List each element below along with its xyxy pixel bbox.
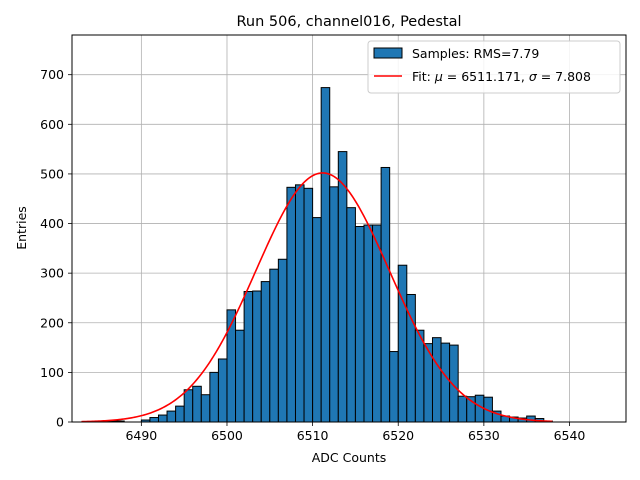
legend-fit-label: Fit: μ = 6511.171, σ = 7.808 xyxy=(412,69,591,84)
y-tick-label: 700 xyxy=(40,67,64,82)
y-axis-ticks: 0 100 200 300 400 500 600 700 xyxy=(40,67,72,430)
histogram-bar xyxy=(414,329,425,423)
legend-histogram-label: Samples: RMS=7.79 xyxy=(412,46,539,61)
legend-fit-prefix: Fit: xyxy=(412,69,435,84)
y-axis-label: Entries xyxy=(14,206,29,250)
histogram-bar xyxy=(440,342,451,423)
chart-title: Run 506, channel016, Pedestal xyxy=(236,14,461,30)
histogram-bar xyxy=(260,281,271,423)
y-tick-label: 200 xyxy=(40,315,64,330)
histogram-bar xyxy=(209,371,219,423)
x-tick-label: 6490 xyxy=(125,428,157,443)
histogram-bar xyxy=(175,405,185,423)
histogram-bar xyxy=(389,351,399,423)
fit-curve xyxy=(81,172,553,423)
histogram-bar xyxy=(252,290,262,423)
y-tick-label: 600 xyxy=(40,117,64,132)
histogram-bar xyxy=(337,151,348,423)
plot-frame xyxy=(71,34,627,423)
histogram-bar xyxy=(192,385,202,423)
histogram-bar xyxy=(269,268,279,423)
legend-fit-sigma-symbol: σ xyxy=(529,69,538,84)
x-tick-label: 6520 xyxy=(382,428,414,443)
x-tick-label: 6510 xyxy=(297,428,329,443)
y-tick-label: 0 xyxy=(56,415,64,430)
histogram-bar xyxy=(183,389,194,423)
histogram-bar xyxy=(372,224,382,423)
histogram-bar xyxy=(457,395,468,423)
histogram-bar xyxy=(329,186,339,423)
histogram-bar xyxy=(200,394,211,423)
histogram-bar xyxy=(157,414,168,423)
histogram-bar xyxy=(431,337,442,423)
histogram-bar xyxy=(217,358,228,423)
histogram-bar xyxy=(243,291,254,423)
y-tick-label: 400 xyxy=(40,216,64,231)
y-tick-label: 300 xyxy=(40,266,64,281)
x-axis-label: ADC Counts xyxy=(312,450,387,465)
histogram-bar xyxy=(226,309,237,423)
x-axis-ticks: 6490 6500 6510 6520 6530 6540 xyxy=(125,422,585,443)
histogram-bar xyxy=(380,166,391,423)
x-tick-label: 6530 xyxy=(468,428,500,443)
x-tick-label: 6500 xyxy=(211,428,243,443)
histogram-bar xyxy=(312,217,322,423)
legend-fit-mu-value: = 6511.171, xyxy=(443,69,529,84)
histogram-bar xyxy=(235,329,245,423)
x-tick-label: 6540 xyxy=(554,428,586,443)
histogram-bar xyxy=(354,226,365,423)
y-tick-label: 500 xyxy=(40,166,64,181)
histogram-bar xyxy=(166,410,177,423)
legend-fit-sigma-value: = 7.808 xyxy=(537,69,591,84)
y-tick-label: 100 xyxy=(40,365,64,380)
histogram-bar xyxy=(149,417,159,423)
legend-fit-mu-symbol: μ xyxy=(434,69,443,84)
histogram-bar xyxy=(303,187,314,423)
histogram-bar xyxy=(294,184,305,423)
histogram-bar xyxy=(286,186,296,423)
histogram-bar xyxy=(363,224,374,423)
histogram-bar xyxy=(346,207,356,423)
histogram-bar xyxy=(397,264,408,423)
legend: Samples: RMS=7.79 Fit: μ = 6511.171, σ =… xyxy=(367,40,621,94)
legend-box xyxy=(367,40,621,94)
legend-histogram-swatch xyxy=(373,47,403,59)
histogram-bar xyxy=(320,87,331,423)
histogram-bar xyxy=(277,258,288,423)
